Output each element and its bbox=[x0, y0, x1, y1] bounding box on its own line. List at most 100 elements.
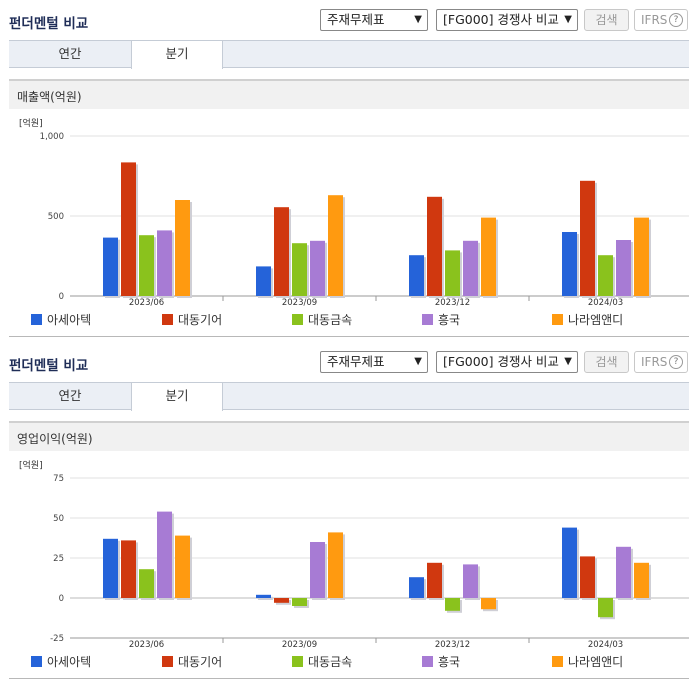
chart-subtitle: 영업이익(억원) bbox=[17, 432, 93, 446]
x-tick-label: 2023/06 bbox=[129, 298, 164, 308]
bar bbox=[175, 200, 190, 296]
legend-label: 대동금속 bbox=[308, 655, 353, 669]
comparison-group-select[interactable]: [FG000] 경쟁사 비교 ▼ bbox=[436, 351, 578, 373]
bar bbox=[409, 577, 424, 598]
divider bbox=[9, 678, 689, 679]
bar bbox=[409, 255, 424, 296]
chart-subtitle-bar: 매출액(억원) bbox=[9, 79, 689, 109]
legend-label: 나라엠앤디 bbox=[568, 655, 624, 669]
legend-item: 흥국 bbox=[422, 311, 460, 328]
bar bbox=[463, 240, 478, 296]
period-tabs: 연간 분기 bbox=[9, 40, 689, 69]
bar bbox=[634, 217, 649, 296]
bar bbox=[445, 598, 460, 611]
chart-legend: 아세아텍 대동기어 대동금속 흥국 나라엠앤디 bbox=[9, 653, 689, 673]
operating-profit-chart: [억원] -25 0 25 50 75 2023/06 2023/09 2023/12 2024/… bbox=[19, 459, 689, 650]
bar bbox=[598, 255, 613, 296]
y-tick-label: 0 bbox=[59, 292, 64, 302]
legend-item: 대동기어 bbox=[162, 311, 222, 328]
tab-quarterly[interactable]: 분기 bbox=[131, 383, 223, 411]
bar bbox=[562, 527, 577, 598]
statement-type-select[interactable]: 주재무제표 ▼ bbox=[320, 351, 428, 373]
tab-annual[interactable]: 연간 bbox=[58, 388, 82, 403]
chart-subtitle-bar: 영업이익(억원) bbox=[9, 421, 689, 451]
bar bbox=[139, 235, 154, 296]
statement-type-select[interactable]: 주재무제표 ▼ bbox=[320, 9, 428, 31]
unit-label: [억원] bbox=[19, 459, 43, 471]
divider bbox=[9, 336, 689, 337]
bar bbox=[310, 240, 325, 296]
bar bbox=[256, 266, 271, 296]
x-tick-label: 2023/09 bbox=[282, 640, 317, 650]
legend-swatch bbox=[292, 656, 303, 667]
ifrs-button[interactable]: IFRS? bbox=[634, 351, 688, 373]
bar bbox=[121, 162, 136, 296]
bar bbox=[157, 511, 172, 598]
legend-item: 아세아텍 bbox=[31, 653, 91, 670]
search-button[interactable]: 검색 bbox=[584, 9, 629, 31]
bar bbox=[427, 196, 442, 296]
tab-annual[interactable]: 연간 bbox=[58, 46, 82, 61]
bar bbox=[292, 598, 307, 606]
legend-swatch bbox=[552, 656, 563, 667]
help-icon[interactable]: ? bbox=[669, 355, 683, 369]
legend-label: 대동금속 bbox=[308, 313, 353, 327]
bar bbox=[274, 207, 289, 296]
bar bbox=[598, 598, 613, 618]
bar bbox=[310, 542, 325, 598]
legend-label: 아세아텍 bbox=[47, 313, 92, 327]
x-tick-label: 2023/12 bbox=[435, 640, 470, 650]
bar-shadow bbox=[258, 596, 273, 600]
legend-label: 대동기어 bbox=[178, 313, 223, 327]
legend-label: 아세아텍 bbox=[47, 655, 92, 669]
unit-label: [억원] bbox=[19, 117, 43, 129]
legend-item: 대동금속 bbox=[292, 653, 352, 670]
chevron-down-icon: ▼ bbox=[414, 14, 422, 25]
legend-label: 대동기어 bbox=[178, 655, 223, 669]
legend-swatch bbox=[422, 314, 433, 325]
comparison-group-select[interactable]: [FG000] 경쟁사 비교 ▼ bbox=[436, 9, 578, 31]
bar bbox=[292, 243, 307, 296]
bar bbox=[427, 562, 442, 598]
legend-label: 흥국 bbox=[438, 313, 461, 327]
bar bbox=[175, 535, 190, 598]
panel-title: 펀더멘털 비교 bbox=[9, 358, 89, 374]
legend-item: 나라엠앤디 bbox=[552, 311, 623, 328]
bar bbox=[328, 532, 343, 598]
help-icon[interactable]: ? bbox=[669, 13, 683, 27]
revenue-chart: [억원] 0 500 1,000 2023/06 2023/09 2023/12 2024/0… bbox=[19, 117, 689, 308]
y-tick-label: 0 bbox=[59, 594, 64, 604]
chart-legend: 아세아텍 대동기어 대동금속 흥국 나라엠앤디 bbox=[9, 311, 689, 331]
bar bbox=[562, 232, 577, 296]
bar bbox=[256, 594, 271, 598]
chevron-down-icon: ▼ bbox=[564, 356, 572, 367]
bar bbox=[274, 598, 289, 603]
ifrs-button[interactable]: IFRS? bbox=[634, 9, 688, 31]
bar bbox=[157, 230, 172, 296]
bar bbox=[481, 217, 496, 296]
y-tick-label: 50 bbox=[53, 514, 64, 524]
legend-label: 흥국 bbox=[438, 655, 461, 669]
bar bbox=[580, 180, 595, 296]
legend-item: 아세아텍 bbox=[31, 311, 91, 328]
chevron-down-icon: ▼ bbox=[564, 14, 572, 25]
y-tick-label: 500 bbox=[48, 212, 64, 222]
chart-subtitle: 매출액(억원) bbox=[17, 90, 82, 104]
legend-swatch bbox=[422, 656, 433, 667]
tab-quarterly[interactable]: 분기 bbox=[131, 41, 223, 69]
legend-swatch bbox=[552, 314, 563, 325]
bar bbox=[616, 546, 631, 598]
bar bbox=[445, 250, 460, 296]
x-tick-label: 2023/06 bbox=[129, 640, 164, 650]
search-button[interactable]: 검색 bbox=[584, 351, 629, 373]
x-tick-label: 2024/03 bbox=[588, 640, 623, 650]
x-tick-label: 2023/12 bbox=[435, 298, 470, 308]
legend-swatch bbox=[31, 656, 42, 667]
x-tick-label: 2024/03 bbox=[588, 298, 623, 308]
period-tabs: 연간 분기 bbox=[9, 382, 689, 411]
panel-title: 펀더멘털 비교 bbox=[9, 16, 89, 32]
revenue-panel: 펀더멘털 비교 주재무제표 ▼ [FG000] 경쟁사 비교 ▼ 검색 IFRS? … bbox=[9, 9, 689, 337]
legend-item: 흥국 bbox=[422, 653, 460, 670]
bar bbox=[328, 195, 343, 296]
legend-swatch bbox=[292, 314, 303, 325]
